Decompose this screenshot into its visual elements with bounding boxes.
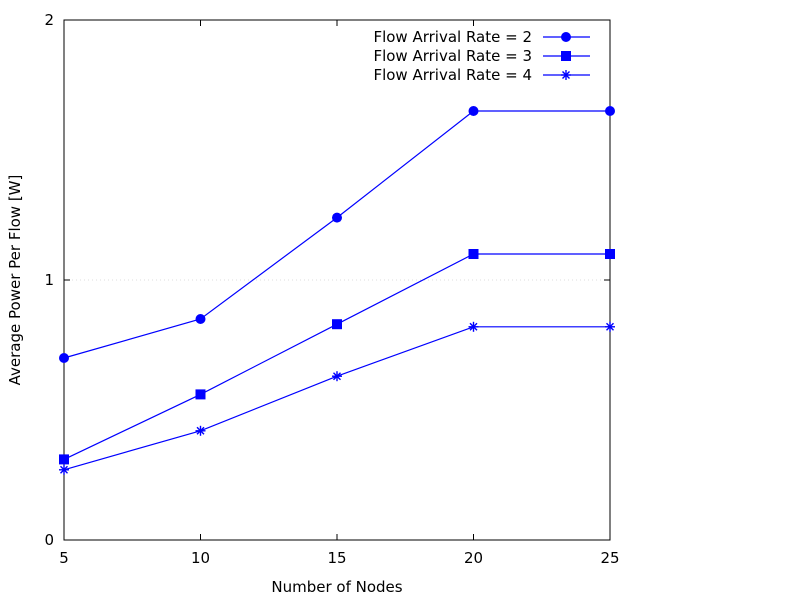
- x-tick-label: 10: [191, 549, 210, 567]
- data-point: [195, 425, 206, 436]
- data-point: [332, 319, 342, 330]
- legend-marker-1: [561, 32, 571, 42]
- data-point: [605, 321, 615, 332]
- data-point: [605, 106, 615, 116]
- y-tick-label: 2: [44, 11, 54, 29]
- series-line-2: [63, 253, 610, 460]
- x-tick-label: 15: [327, 549, 346, 567]
- data-point: [59, 454, 69, 465]
- data-point: [195, 389, 206, 400]
- data-point: [468, 321, 479, 332]
- ticks-layer: 5 10 15 20 25 0 1 2: [44, 11, 619, 567]
- legend-label-3: Flow Arrival Rate = 4: [373, 66, 532, 84]
- legend-label-2: Flow Arrival Rate = 3: [373, 47, 532, 65]
- legend-marker-2: [561, 51, 571, 61]
- data-point: [605, 249, 615, 259]
- y-tick-label: 1: [44, 271, 54, 289]
- data-point: [468, 106, 479, 116]
- y-tick-label: 0: [44, 531, 54, 549]
- series-line-3: [63, 326, 610, 471]
- series-layer: [59, 106, 615, 475]
- y-axis-label: Average Power Per Flow [W]: [6, 175, 24, 386]
- x-tick-label: 5: [59, 549, 69, 567]
- data-point: [195, 314, 206, 324]
- x-axis-label: Number of Nodes: [271, 578, 402, 596]
- data-point: [468, 249, 479, 259]
- legend-label-1: Flow Arrival Rate = 2: [373, 28, 532, 46]
- data-point: [59, 464, 69, 475]
- data-point: [59, 353, 69, 363]
- data-point: [332, 371, 342, 382]
- x-tick-label: 20: [464, 549, 483, 567]
- x-tick-label: 25: [600, 549, 619, 567]
- legend-marker-3: [561, 70, 571, 80]
- data-point: [332, 212, 342, 223]
